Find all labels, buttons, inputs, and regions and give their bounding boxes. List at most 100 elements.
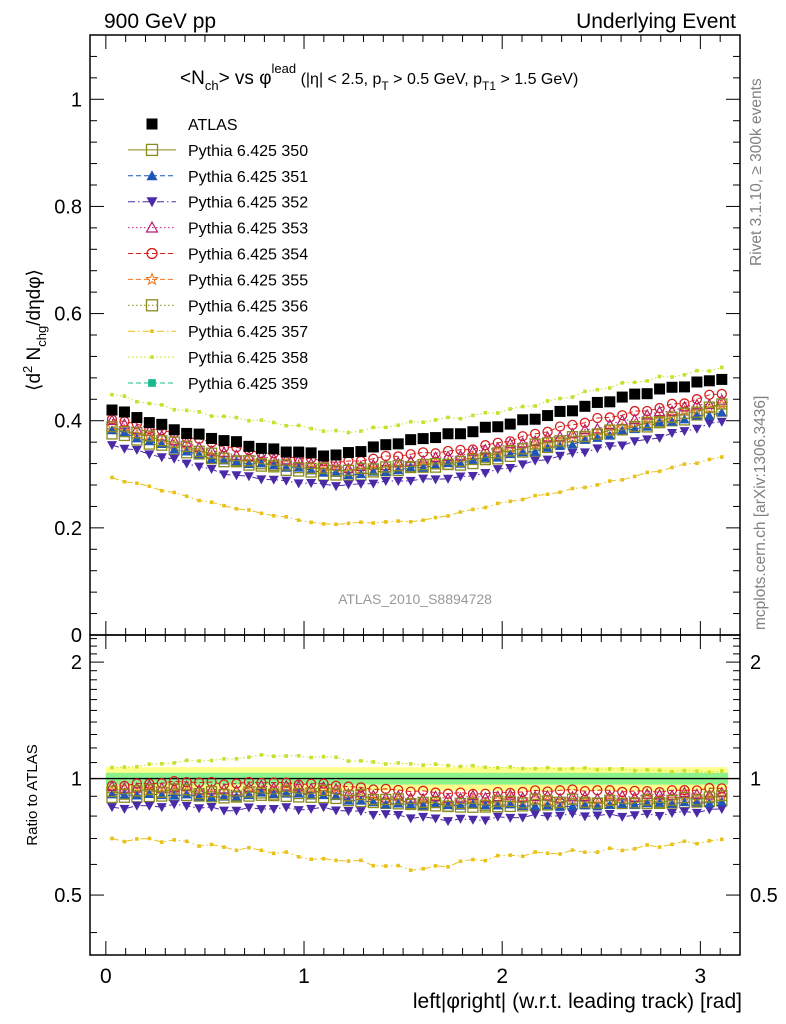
series-p352-point [194,462,205,472]
series-p352-point [629,437,640,447]
series-p358-ratio-point [334,755,338,760]
legend-marker [148,379,156,387]
series-p354-ratio-point [144,778,155,789]
series-p357-ratio-point [135,837,139,841]
series-p351-ratio-point [144,789,155,799]
series-p358-ratio-point [620,767,625,771]
series-p357-point [135,481,139,486]
series-p350-ratio-point [604,794,616,806]
ratio-xlabel: left|φright| (w.r.t. leading track) [rad… [413,990,742,1013]
series-ATLAS-point [678,381,690,393]
series-p350-ratio-point [355,788,367,801]
series-p357-point [359,520,363,525]
title-part-3: (|η| < 2.5, p [296,71,381,88]
series-p351-ratio-point [268,789,279,799]
series-p352-ratio-point [281,803,292,813]
series-p353-point [653,405,666,417]
series-ATLAS-point [529,413,541,425]
series-p358-ratio-point [296,753,301,758]
series-p358-ratio-point [271,754,276,759]
series-p352-point [430,475,441,485]
series-p354-ratio-point [181,776,192,788]
series-p357-ratio-point [570,848,575,852]
series-p358-ratio-point [284,754,289,758]
legend-label: Pythia 6.425 353 [188,221,308,238]
series-ATLAS-point [380,439,392,451]
series-ATLAS-point [479,421,491,433]
series-ATLAS-point [417,433,429,445]
series-p357-point [433,515,438,520]
series-p358-ratio-point [720,769,724,773]
series-p357-ratio-point [632,847,637,851]
series-p352-ratio-point [268,804,279,814]
series-p354-ratio-point [193,777,205,788]
series-p351-point [393,465,404,475]
series-p350-point [181,440,193,452]
series-p352-ratio-point [517,813,528,823]
analysis-tag: ATLAS_2010_S8894728 [338,591,492,607]
series-p353-point [466,445,479,456]
series-p358-ratio-point [172,761,177,765]
series-p351-point [492,452,503,462]
series-ATLAS-point [442,428,454,440]
series-p351-ratio-point [604,799,615,809]
series-p352-point [567,448,578,458]
series-p358-point [135,399,139,404]
series-p358-ratio-point [147,762,152,766]
series-p358-ratio-point [558,767,562,771]
series-p352-point [343,480,354,490]
series-p350-point [367,463,379,475]
series-p357-ratio-point [296,855,301,859]
series-p354-ratio-point [281,777,292,788]
series-p350-point [678,407,691,419]
series-ATLAS-point [405,434,417,446]
series-ATLAS-point [106,404,118,416]
series-p350-ratio-point [131,785,143,797]
series-p358-point [159,403,164,407]
series-p358-point [259,418,264,422]
series-ATLAS-point [716,373,728,385]
series-p352-point [119,444,130,454]
legend-entry: Pythia 6.425 356 [128,298,308,315]
main-plot-area [105,365,729,527]
series-ATLAS-point [492,421,504,433]
series-p352-point [467,471,478,481]
series-p358-ratio [110,753,724,775]
series-p354-ratio-line [111,780,722,795]
series-p354-ratio-point [716,783,727,794]
series-p354-ratio-point [318,778,329,789]
legend-label: Pythia 6.425 354 [188,247,308,264]
series-p352-point [667,428,678,438]
side-label-top: Rivet 3.1.10, ≥ 300k events [748,78,765,266]
series-p350-ratio-point [106,785,118,798]
series-p358-ratio-point [458,764,463,769]
series-p351-ratio-point [318,790,329,800]
legend-entry: Pythia 6.425 355 [128,272,308,289]
series-p350-point [703,401,716,413]
series-p352-ratio-point [555,811,566,821]
legend-label: Pythia 6.425 355 [188,272,308,289]
series-p352-point [579,448,590,458]
series-p350-ratio-point [118,788,131,800]
series-p354-point [592,412,603,424]
series-p357-ratio-point [222,845,226,849]
series-p357-point [495,501,500,506]
title-part-3-sub: T [381,79,389,93]
series-p357-point [720,455,724,459]
series-ATLAS-point [654,383,666,395]
series-p352-ratio-point [343,806,354,816]
series-p357-point [296,518,301,522]
main-title: <Nch> vs φlead (|η| < 2.5, pT > 0.5 GeV,… [180,61,578,93]
series-p350-point [492,447,504,459]
series-p357-point [471,507,475,512]
series-p352-ratio-point [629,811,640,821]
series-p354-ratio-point [529,785,541,796]
series-p352-point [131,445,142,455]
series-p357-ratio-point [259,848,264,853]
series-p350-point [355,462,367,474]
series-p352-ratio-point [418,812,429,822]
series-p357-ratio-point [346,859,351,863]
legend-entry: Pythia 6.425 358 [128,350,308,367]
series-p352-ratio-point [206,802,217,812]
